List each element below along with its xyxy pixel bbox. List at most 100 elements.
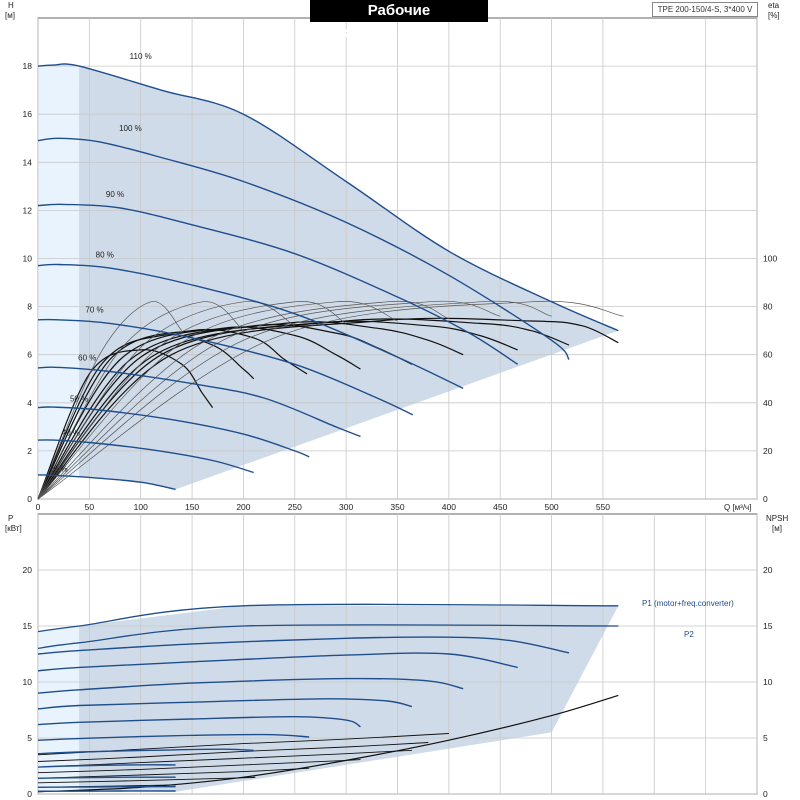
y2-tick-label: 15: [763, 621, 773, 631]
power-curve: [37, 603, 619, 633]
x-tick-label: 350: [390, 502, 404, 512]
y-tick-label: 4: [27, 398, 32, 408]
x-tick-label: 550: [596, 502, 610, 512]
power-npsh-plot: 0 5 10 15 20 0 5 10 15 20 P[кВт] NPSH[м] P1 (motor+f…: [5, 513, 788, 799]
x-tick-label: 500: [544, 502, 558, 512]
y-tick-label: 15: [23, 621, 33, 631]
efficiency-curve: [37, 317, 619, 500]
x-axis-label: Q [м³/ч]: [724, 503, 751, 512]
npsh-curve: [37, 742, 429, 762]
y2-axis-unit: [м]: [772, 524, 782, 533]
y-tick-label: 6: [27, 350, 32, 360]
y-tick-label: 14: [23, 157, 33, 167]
operating-region: [38, 63, 619, 490]
head-curve: [37, 318, 414, 416]
head-curve: [37, 366, 361, 438]
power-curve: [37, 677, 464, 694]
head-curve: [37, 137, 570, 360]
head-curve: [37, 406, 310, 458]
y-tick-label: 20: [23, 565, 33, 575]
npsh-curve: [37, 758, 361, 774]
x-tick-label: 300: [339, 502, 353, 512]
y-axis-label: H: [8, 1, 14, 10]
power-curve: [37, 786, 176, 788]
y2-tick-label: 20: [763, 565, 773, 575]
efficiency-curve: [37, 349, 214, 500]
speed-label: 100 %: [119, 124, 142, 133]
efficiency-curve: [37, 300, 501, 500]
y2-tick-label: 0: [763, 789, 768, 799]
y-tick-label: 18: [23, 61, 33, 71]
y-tick-label: 0: [27, 494, 32, 504]
speed-label: 40 %: [62, 428, 80, 437]
speed-label: 90 %: [106, 190, 124, 199]
y2-tick-label: 10: [763, 677, 773, 687]
y-tick-label: 0: [27, 789, 32, 799]
x-tick-label: 0: [36, 502, 41, 512]
y2-tick-label: 5: [763, 733, 768, 743]
x-tick-label: 450: [493, 502, 507, 512]
power-curve: [37, 748, 254, 755]
low-flow-region: [38, 66, 80, 478]
power-curve: [37, 776, 176, 779]
power-curve: [37, 636, 570, 655]
efficiency-curve: [37, 301, 295, 500]
legend-p2: P2: [684, 630, 694, 639]
efficiency-curve: [37, 326, 361, 500]
npsh-curve: [37, 776, 256, 784]
power-curve: [37, 764, 176, 768]
legend-p1: P1 (motor+freq.converter): [642, 599, 734, 608]
head-curve: [37, 63, 619, 332]
head-curve: [37, 439, 254, 474]
head-efficiency-plot: 0 50 100 150 200 250 300 350 400 450 500 5500246810…: [5, 1, 780, 512]
y-axis-label: P: [8, 514, 13, 523]
y2-tick-label: 20: [763, 446, 773, 456]
y2-tick-label: 40: [763, 398, 773, 408]
y2-tick-label: 60: [763, 350, 773, 360]
speed-label: 60 %: [78, 354, 96, 363]
power-curve: [37, 698, 413, 710]
head-curve: [37, 474, 176, 491]
y-tick-label: 10: [23, 254, 33, 264]
x-tick-label: 400: [442, 502, 456, 512]
efficiency-curve: [37, 318, 570, 500]
efficiency-curve: [37, 328, 308, 500]
efficiency-curve: [37, 334, 255, 500]
x-tick-label: 250: [288, 502, 302, 512]
efficiency-curve: [37, 301, 183, 500]
x-tick-label: 50: [85, 502, 95, 512]
power-curve: [37, 715, 361, 728]
speed-label: 50 %: [70, 395, 88, 404]
y-axis-unit: [м]: [5, 11, 15, 20]
y-tick-label: 10: [23, 677, 33, 687]
y-tick-label: 8: [27, 302, 32, 312]
y-tick-label: 5: [27, 733, 32, 743]
head-curve: [37, 263, 464, 390]
x-tick-label: 100: [134, 502, 148, 512]
pump-model-label: TPE 200-150/4-S, 3*400 V: [652, 2, 758, 17]
power-curve: [37, 624, 619, 650]
speed-label: 110 %: [130, 52, 152, 61]
y-axis-unit: [кВт]: [5, 524, 22, 533]
efficiency-curve: [37, 321, 464, 500]
efficiency-curve: [37, 300, 624, 500]
y-tick-label: 2: [27, 446, 32, 456]
y2-axis-label: eta: [768, 1, 780, 10]
efficiency-curve: [37, 301, 244, 500]
y2-tick-label: 80: [763, 302, 773, 312]
y2-tick-label: 0: [763, 494, 768, 504]
y-tick-label: 12: [23, 205, 33, 215]
x-tick-label: 200: [236, 502, 250, 512]
y-tick-label: 16: [23, 109, 33, 119]
y2-tick-label: 100: [763, 254, 777, 264]
npsh-curve: [37, 749, 412, 768]
y2-axis-label: NPSH: [766, 514, 788, 523]
x-tick-label: 150: [185, 502, 199, 512]
head-curve: [37, 203, 519, 365]
y2-axis-unit: [%]: [768, 11, 780, 20]
power-curve: [37, 652, 518, 672]
speed-label: 80 %: [96, 250, 114, 259]
chart-title: Рабочие характеристики: [310, 0, 488, 41]
speed-label: 70 %: [85, 306, 103, 315]
